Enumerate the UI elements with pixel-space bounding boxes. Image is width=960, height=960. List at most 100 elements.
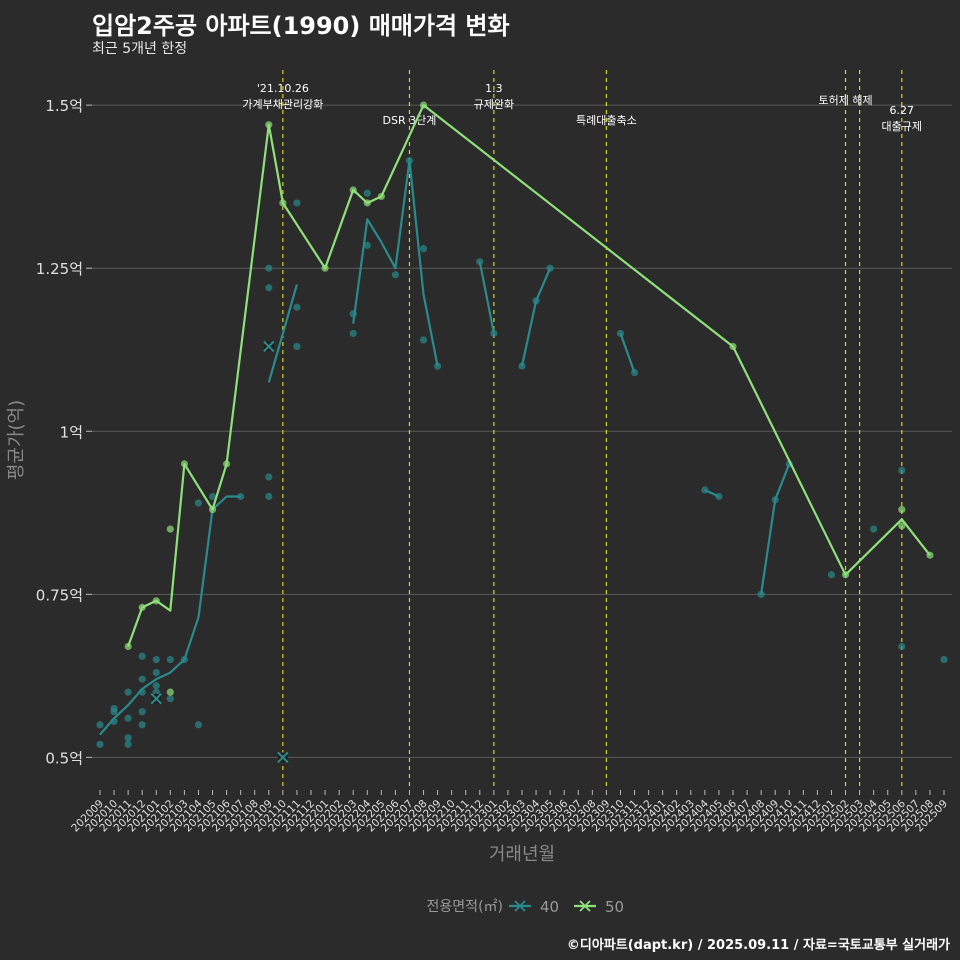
series-line-50 bbox=[127, 104, 931, 647]
data-point-40 bbox=[757, 590, 765, 598]
data-point-50 bbox=[898, 505, 906, 514]
data-point-40 bbox=[194, 499, 203, 507]
data-point-50 bbox=[124, 642, 132, 651]
data-point-40 bbox=[532, 297, 540, 305]
legend-key-mark-50 bbox=[579, 900, 591, 912]
data-point-40 bbox=[940, 655, 948, 664]
event-label: '21.10.26 bbox=[257, 82, 309, 95]
data-point-40 bbox=[363, 241, 371, 249]
series-line-40 bbox=[760, 463, 791, 595]
data-point-50 bbox=[152, 597, 160, 605]
data-point-40 bbox=[870, 525, 878, 533]
data-point-50 bbox=[208, 505, 217, 514]
x-mark bbox=[277, 751, 289, 764]
data-point-40 bbox=[630, 368, 639, 377]
data-point-40 bbox=[391, 271, 399, 279]
data-point-40 bbox=[265, 284, 273, 292]
series-line-40 bbox=[619, 333, 636, 373]
data-point-40 bbox=[152, 682, 160, 690]
data-point-40 bbox=[237, 492, 245, 501]
data-point-40 bbox=[771, 496, 779, 504]
data-point-50 bbox=[321, 264, 329, 272]
data-point-40 bbox=[180, 655, 188, 664]
data-point-50 bbox=[265, 121, 273, 129]
data-point-50 bbox=[898, 522, 906, 530]
data-point-40 bbox=[476, 258, 484, 266]
data-point-40 bbox=[194, 721, 203, 729]
legend-label-50: 50 bbox=[605, 898, 624, 916]
data-point-40 bbox=[138, 675, 146, 683]
y-tick-label: 1.25억 bbox=[36, 260, 83, 278]
data-point-50 bbox=[377, 192, 385, 201]
data-point-40 bbox=[152, 655, 160, 664]
data-point-40 bbox=[490, 329, 498, 338]
data-point-50 bbox=[166, 525, 174, 533]
data-point-50 bbox=[180, 460, 188, 468]
data-point-40 bbox=[898, 466, 906, 474]
data-point-40 bbox=[110, 708, 118, 716]
data-point-40 bbox=[363, 189, 371, 197]
legend-title: 전용면적(㎡) bbox=[427, 899, 503, 915]
data-point-40 bbox=[208, 492, 217, 501]
event-label: 규제완화 bbox=[474, 98, 514, 111]
chart-subtitle: 최근 5개년 한정 bbox=[92, 41, 188, 57]
data-point-40 bbox=[518, 362, 526, 370]
y-tick-label: 1억 bbox=[60, 423, 83, 441]
event-label: DSR 3단계 bbox=[383, 114, 437, 127]
data-point-40 bbox=[434, 362, 442, 370]
data-point-40 bbox=[419, 336, 428, 344]
series-line-40 bbox=[520, 267, 552, 367]
data-point-50 bbox=[138, 603, 146, 611]
x-mark bbox=[150, 692, 162, 705]
data-point-50 bbox=[841, 571, 850, 579]
data-point-40 bbox=[138, 688, 146, 696]
data-point-40 bbox=[110, 717, 118, 726]
data-point-40 bbox=[349, 310, 357, 318]
data-point-40 bbox=[265, 492, 273, 501]
data-point-40 bbox=[265, 264, 273, 272]
data-point-40 bbox=[405, 156, 414, 165]
data-point-40 bbox=[96, 740, 104, 748]
data-point-50 bbox=[419, 101, 428, 109]
series-line-40 bbox=[352, 159, 439, 367]
y-tick-label: 0.75억 bbox=[36, 586, 83, 604]
event-label: 토허제 해제 bbox=[818, 93, 872, 107]
data-point-50 bbox=[729, 342, 737, 351]
data-point-40 bbox=[293, 303, 301, 311]
data-point-40 bbox=[701, 486, 709, 494]
y-tick-label: 1.5억 bbox=[45, 97, 83, 115]
data-point-40 bbox=[124, 740, 132, 748]
x-mark bbox=[263, 340, 275, 353]
data-point-40 bbox=[419, 245, 428, 253]
data-point-40 bbox=[898, 642, 906, 651]
data-point-40 bbox=[166, 655, 174, 664]
legend-label-40: 40 bbox=[540, 898, 559, 916]
data-point-40 bbox=[349, 329, 357, 338]
data-point-40 bbox=[138, 721, 146, 729]
series-line-40 bbox=[267, 284, 298, 383]
data-point-50 bbox=[223, 460, 231, 468]
chart-title: 입암2주공 아파트(1990) 매매가격 변화 bbox=[92, 12, 510, 40]
event-label: 특례대출축소 bbox=[576, 114, 637, 127]
data-point-40 bbox=[152, 668, 160, 677]
data-point-40 bbox=[265, 473, 273, 481]
data-point-40 bbox=[152, 688, 160, 696]
chart-caption: ©디아파트(dapt.kr) / 2025.09.11 / 자료=국토교통부 실… bbox=[566, 938, 950, 953]
data-point-40 bbox=[715, 492, 723, 501]
data-point-50 bbox=[363, 199, 371, 207]
data-point-40 bbox=[293, 342, 301, 351]
data-point-50 bbox=[926, 551, 934, 559]
data-point-50 bbox=[166, 688, 174, 696]
legend-key-mark-40 bbox=[514, 900, 526, 912]
y-tick-label: 0.5억 bbox=[45, 749, 83, 767]
data-point-40 bbox=[616, 329, 625, 338]
data-point-40 bbox=[96, 721, 104, 729]
x-axis-title: 거래년월 bbox=[489, 844, 555, 865]
data-point-40 bbox=[546, 264, 554, 272]
event-label: 대출규제 bbox=[882, 120, 922, 133]
data-point-40 bbox=[138, 652, 146, 660]
data-point-40 bbox=[124, 734, 132, 742]
data-point-40 bbox=[124, 714, 132, 722]
event-label: 가계부채관리강화 bbox=[242, 98, 323, 111]
